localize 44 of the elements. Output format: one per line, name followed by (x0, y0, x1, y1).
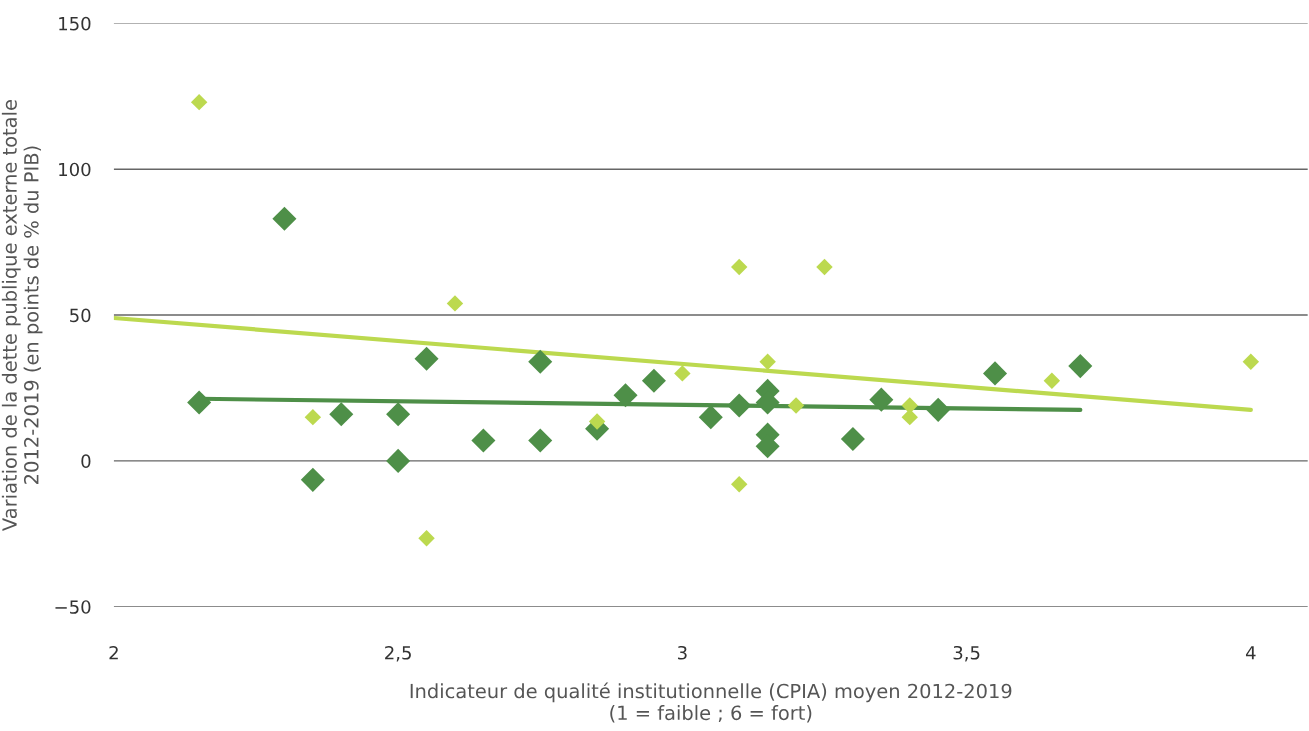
point (759, 353, 776, 370)
point (300, 467, 325, 492)
y-tick-label: −50 (55, 600, 91, 614)
point (1242, 353, 1260, 370)
point (528, 349, 553, 374)
point (446, 295, 464, 312)
point (304, 408, 322, 426)
x-tick-label: 3,5 (953, 645, 980, 662)
y-tick-label: 50 (70, 308, 91, 323)
x-axis-title: Indicateur de qualité institutionnelle (CPIA) moyen 2012-2019 (1 = faible ; 6 = fort) (410, 682, 1012, 723)
point (329, 402, 354, 427)
point (983, 361, 1008, 386)
x-tick-label: 4 (1245, 646, 1256, 660)
point (471, 428, 496, 453)
point (641, 368, 666, 393)
y-tick-label: 100 (59, 162, 91, 177)
point (1068, 354, 1093, 379)
y-tick-label: 150 (59, 16, 91, 31)
point (727, 393, 752, 418)
point (418, 529, 435, 547)
point (588, 413, 606, 430)
point (840, 426, 865, 452)
point (698, 405, 723, 430)
point (787, 397, 805, 414)
point (187, 390, 212, 415)
x-tick-label: 2 (109, 645, 118, 660)
x-tick-label: 2,5 (385, 645, 411, 662)
point (674, 365, 691, 382)
point (613, 383, 638, 408)
point (190, 93, 208, 111)
point (272, 206, 297, 231)
point (414, 346, 439, 371)
point (386, 448, 411, 473)
point (926, 397, 951, 422)
point (730, 476, 748, 493)
y-tick-label: 0 (81, 454, 91, 469)
point (730, 258, 748, 276)
y-axis-title: Variation de la dette publique externe totale 2012-2019 (en points de % du PIB) (1, 100, 43, 531)
point (869, 387, 894, 412)
x-tick-label: 3 (678, 645, 687, 660)
point (816, 258, 833, 276)
point (386, 402, 411, 427)
point (528, 428, 553, 453)
point (1043, 372, 1061, 389)
